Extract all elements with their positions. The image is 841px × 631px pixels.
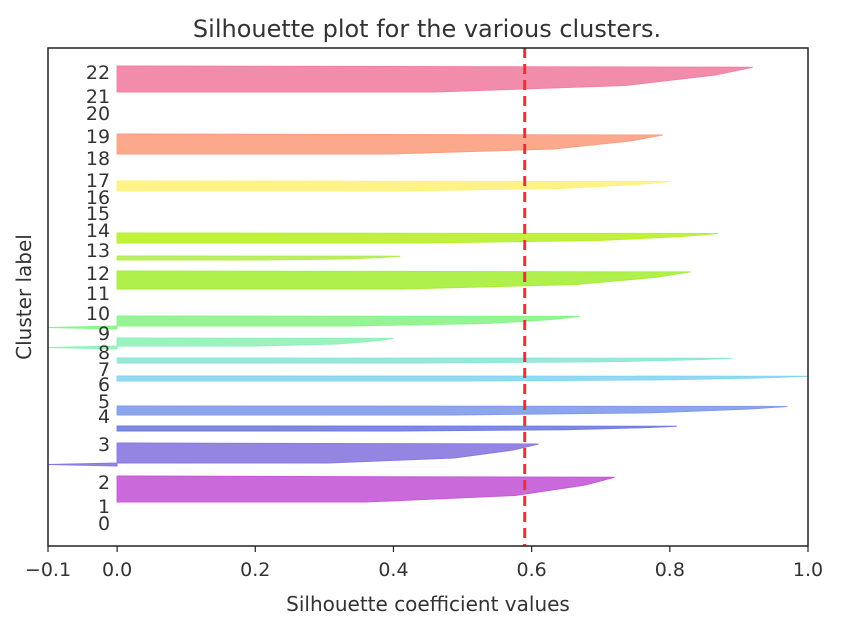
cluster-label-6: 6	[98, 374, 110, 396]
silhouette-band-9	[47, 337, 394, 350]
cluster-label-16: 16	[86, 187, 110, 209]
silhouette-bars	[47, 65, 809, 503]
silhouette-band-3	[47, 442, 539, 467]
cluster-label-14: 14	[86, 220, 110, 242]
cluster-label-9: 9	[98, 323, 110, 345]
silhouette-band-14	[116, 232, 719, 244]
cluster-label-8: 8	[98, 342, 110, 364]
silhouette-band-5	[116, 405, 788, 416]
cluster-label-20: 20	[86, 103, 110, 125]
cluster-label-19: 19	[86, 126, 110, 148]
cluster-label-18: 18	[86, 148, 110, 170]
silhouette-band-6	[116, 375, 809, 382]
cluster-label-0: 0	[98, 513, 110, 535]
cluster-label-15: 15	[86, 203, 110, 225]
x-tick-label: 0.6	[517, 559, 547, 581]
cluster-label-5: 5	[98, 391, 110, 413]
silhouette-band-10	[47, 315, 581, 330]
x-tick-label: 1.0	[793, 559, 823, 581]
cluster-label-22: 22	[86, 62, 110, 84]
silhouette-band-4	[116, 425, 677, 432]
silhouette-band-13	[116, 255, 401, 261]
silhouette-band-12	[116, 270, 691, 290]
x-tick-label: −0.1	[25, 559, 71, 581]
silhouette-band-2	[116, 475, 615, 503]
x-axis-ticks: −0.1 0.0 0.2 0.4 0.6 0.8 1.0	[25, 546, 823, 581]
silhouette-band-7	[116, 357, 733, 364]
silhouette-band-16	[116, 180, 670, 192]
cluster-label-1: 1	[98, 496, 110, 518]
cluster-label-21: 21	[86, 86, 110, 108]
x-axis-label: Silhouette coefficient values	[286, 592, 570, 616]
cluster-label-11: 11	[86, 283, 110, 305]
chart-title: Silhouette plot for the various clusters…	[193, 15, 661, 43]
cluster-label-7: 7	[98, 359, 110, 381]
cluster-label-10: 10	[86, 303, 110, 325]
plot-frame	[47, 47, 809, 547]
x-tick-label: 0.2	[240, 559, 270, 581]
silhouette-band-22	[116, 65, 753, 93]
cluster-label-12: 12	[86, 263, 110, 285]
y-axis-label: Cluster label	[12, 234, 36, 360]
silhouette-band-19	[116, 133, 663, 155]
cluster-label-13: 13	[86, 240, 110, 262]
x-tick-label: 0.8	[655, 559, 685, 581]
cluster-label-17: 17	[86, 170, 110, 192]
x-tick-label: 0.0	[102, 559, 132, 581]
cluster-label-2: 2	[98, 472, 110, 494]
cluster-label-4: 4	[98, 406, 110, 428]
cluster-label-3: 3	[98, 434, 110, 456]
x-tick-label: 0.4	[378, 559, 408, 581]
